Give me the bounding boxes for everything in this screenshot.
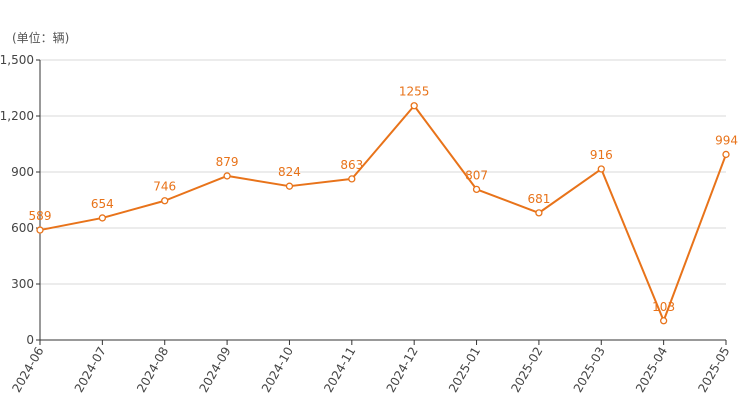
data-label: 994 (715, 133, 738, 147)
data-point (161, 197, 169, 205)
x-tick-label: 2024-12 (384, 345, 421, 395)
x-tick-label: 2024-10 (259, 345, 296, 395)
data-point (597, 165, 605, 173)
data-point (535, 209, 543, 217)
x-tick-label: 2025-03 (571, 345, 608, 395)
data-label: 103 (652, 300, 675, 314)
y-tick-labels: 0 300 600 900 1,200 1,500 (0, 53, 34, 347)
data-point (285, 182, 294, 190)
x-tick-labels: 2024-06 2024-07 2024-08 2024-09 2024-10 2024-… (9, 344, 732, 394)
data-label: 589 (29, 209, 52, 223)
x-tick-label: 2024-06 (9, 345, 46, 395)
y-tick-label: 0 (26, 333, 34, 347)
data-label: 863 (340, 158, 363, 172)
data-label: 654 (91, 197, 114, 211)
x-tick-label: 2025-02 (508, 345, 545, 395)
y-tick-label: 300 (11, 277, 34, 291)
unit-label: (单位：辆) (12, 30, 69, 45)
x-tick-label: 2024-08 (134, 345, 171, 395)
x-tick-label: 2024-11 (321, 345, 358, 395)
data-label: 824 (278, 165, 301, 179)
y-tick-label: 900 (11, 165, 34, 179)
data-labels: 589 654 746 879 824 863 1255 807 681 916 103 994 (29, 85, 738, 314)
data-point (98, 214, 107, 222)
data-point (348, 175, 356, 183)
data-label: 746 (153, 180, 176, 194)
grid-lines (40, 59, 726, 285)
data-label: 807 (465, 168, 488, 182)
data-label: 1255 (399, 85, 430, 99)
x-tick-label: 2025-01 (446, 344, 483, 394)
data-point (410, 102, 418, 110)
data-points (36, 102, 730, 325)
x-tick-label: 2024-07 (72, 345, 109, 395)
axes (36, 59, 727, 345)
y-tick-label: 600 (11, 221, 34, 235)
y-tick-label: 1,200 (0, 109, 34, 123)
x-tick-label: 2025-05 (695, 345, 732, 395)
data-point (472, 185, 481, 194)
data-point (722, 150, 730, 159)
data-point (223, 172, 231, 180)
data-point (36, 226, 44, 234)
x-tick-label: 2025-04 (633, 345, 670, 395)
series-line-layer (39, 104, 727, 322)
data-label: 916 (590, 148, 613, 162)
series-line (39, 104, 727, 322)
data-point (659, 317, 668, 325)
y-tick-label: 1,500 (0, 53, 34, 67)
data-label: 879 (216, 155, 239, 169)
data-label: 681 (527, 192, 550, 206)
x-tick-label: 2024-09 (196, 345, 233, 395)
